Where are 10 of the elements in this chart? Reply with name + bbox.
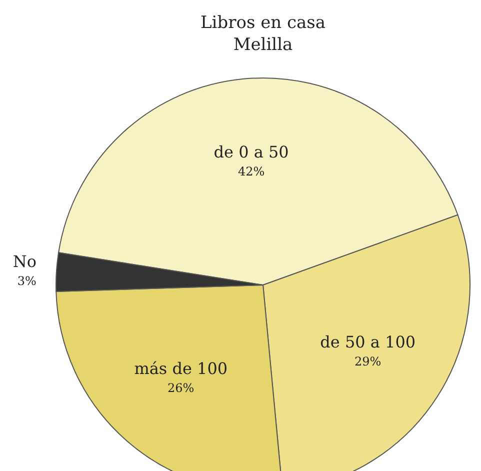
data-label: 26% bbox=[168, 381, 194, 396]
data-label: 29% bbox=[354, 354, 382, 369]
slice-label: No bbox=[12, 252, 36, 271]
slice-label: más de 100 bbox=[134, 359, 228, 378]
data-label: 42% bbox=[238, 164, 265, 178]
chart-subtitle: Melilla bbox=[233, 35, 293, 55]
slice-label: de 50 a 100 bbox=[320, 332, 416, 352]
data-label: 3% bbox=[17, 274, 36, 288]
chart-title: Libros en casa bbox=[200, 13, 326, 33]
slice-label: de 0 a 50 bbox=[214, 142, 289, 162]
